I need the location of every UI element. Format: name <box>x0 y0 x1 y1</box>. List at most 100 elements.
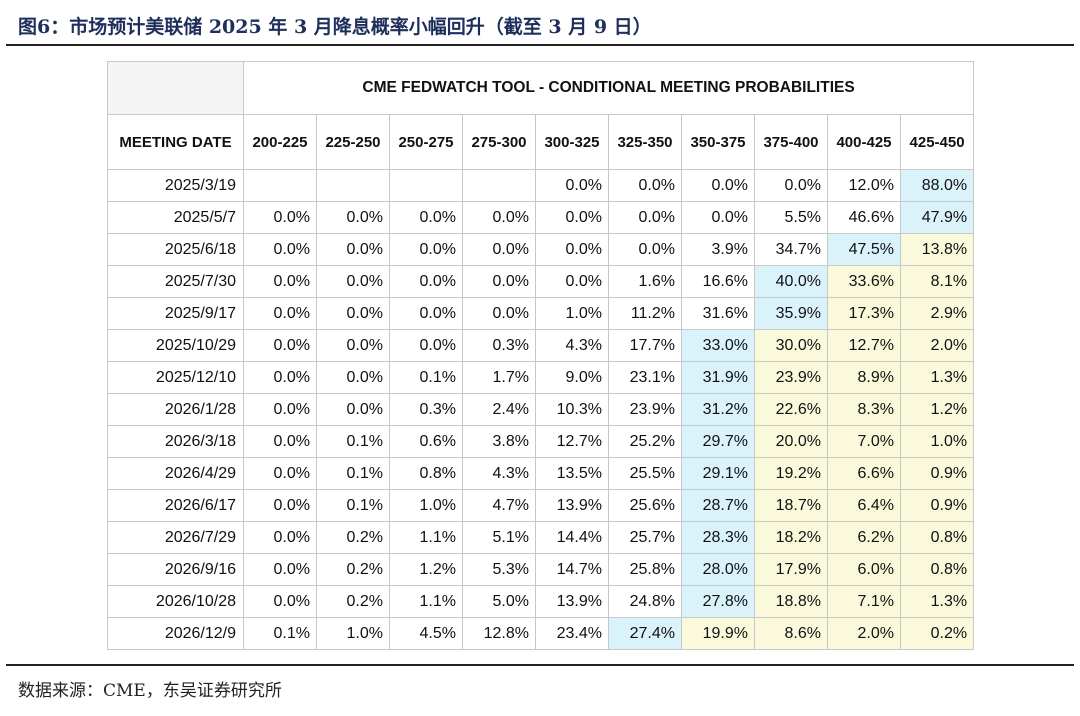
meeting-date-cell: 2025/10/29 <box>107 329 244 362</box>
probability-cell: 17.9% <box>754 553 828 586</box>
probability-cell: 0.0% <box>681 169 755 202</box>
probability-cell: 0.0% <box>462 201 536 234</box>
probability-cell: 0.0% <box>243 489 317 522</box>
probability-cell: 13.5% <box>535 457 609 490</box>
probability-cell: 0.9% <box>899 457 975 490</box>
probability-cell: 0.8% <box>389 457 463 490</box>
probability-cell: 33.0% <box>681 329 755 362</box>
probability-cell: 0.0% <box>389 201 463 234</box>
probability-cell: 0.0% <box>243 329 317 362</box>
rate-bin-header: 200-225 <box>243 114 317 170</box>
probability-cell: 4.5% <box>389 617 463 650</box>
probability-cell: 25.2% <box>608 425 682 458</box>
probability-cell: 1.2% <box>899 393 975 426</box>
probability-cell: 12.8% <box>462 617 536 650</box>
probability-cell: 0.1% <box>389 361 463 394</box>
probability-cell: 47.5% <box>827 233 901 266</box>
probability-cell: 8.1% <box>899 265 975 298</box>
probability-cell: 6.0% <box>827 553 901 586</box>
meeting-date-cell: 2026/6/17 <box>107 489 244 522</box>
probability-table: CME FEDWATCH TOOL - CONDITIONAL MEETING … <box>107 61 975 650</box>
probability-cell: 3.9% <box>681 233 755 266</box>
probability-cell: 5.3% <box>462 553 536 586</box>
table-body: 2025/3/19 0.0% 0.0% 0.0% 0.0% 12.0% 88.0% 2025/… <box>107 169 975 650</box>
probability-cell: 31.2% <box>681 393 755 426</box>
table-row: 2025/3/19 0.0% 0.0% 0.0% 0.0% 12.0% 88.0% <box>107 169 975 202</box>
probability-cell: 1.1% <box>389 521 463 554</box>
probability-cell: 0.0% <box>316 201 390 234</box>
probability-cell: 0.0% <box>535 233 609 266</box>
probability-cell: 0.2% <box>316 553 390 586</box>
rate-bin-header: 275-300 <box>462 114 536 170</box>
probability-cell: 28.0% <box>681 553 755 586</box>
probability-cell: 5.0% <box>462 585 536 618</box>
probability-cell: 8.6% <box>754 617 828 650</box>
probability-cell: 23.9% <box>754 361 828 394</box>
probability-cell: 3.8% <box>462 425 536 458</box>
probability-cell: 16.6% <box>681 265 755 298</box>
probability-cell: 0.3% <box>462 329 536 362</box>
probability-cell: 27.8% <box>681 585 755 618</box>
rate-bin-header: 225-250 <box>316 114 390 170</box>
probability-cell: 0.0% <box>243 233 317 266</box>
probability-cell: 13.9% <box>535 489 609 522</box>
probability-cell: 0.0% <box>316 233 390 266</box>
tool-title: CME FEDWATCH TOOL - CONDITIONAL MEETING … <box>242 61 975 115</box>
probability-cell: 0.2% <box>899 617 975 650</box>
rate-bin-header: 300-325 <box>535 114 609 170</box>
probability-cell: 4.3% <box>462 457 536 490</box>
probability-cell: 1.0% <box>316 617 390 650</box>
probability-cell: 18.2% <box>754 521 828 554</box>
tool-title-row: CME FEDWATCH TOOL - CONDITIONAL MEETING … <box>107 61 975 115</box>
table-row: 2026/9/16 0.0% 0.2% 1.2% 5.3% 14.7% 25.8% 28.0%… <box>107 553 975 586</box>
probability-cell: 46.6% <box>827 201 901 234</box>
probability-cell: 2.4% <box>462 393 536 426</box>
probability-cell: 1.7% <box>462 361 536 394</box>
probability-cell: 0.0% <box>754 169 828 202</box>
probability-cell: 11.2% <box>608 297 682 330</box>
meeting-date-cell: 2026/10/28 <box>107 585 244 618</box>
probability-cell: 0.3% <box>389 393 463 426</box>
probability-cell <box>389 169 463 202</box>
probability-cell: 24.8% <box>608 585 682 618</box>
probability-cell: 13.9% <box>535 585 609 618</box>
probability-cell: 0.0% <box>389 297 463 330</box>
probability-cell: 2.0% <box>899 329 975 362</box>
table-row: 2025/5/7 0.0% 0.0% 0.0% 0.0% 0.0% 0.0% 0.0% 5.5%… <box>107 201 975 234</box>
meeting-date-cell: 2026/3/18 <box>107 425 244 458</box>
probability-cell: 0.2% <box>316 585 390 618</box>
probability-cell: 0.0% <box>243 425 317 458</box>
probability-cell: 0.8% <box>899 521 975 554</box>
probability-cell: 18.8% <box>754 585 828 618</box>
probability-cell: 25.5% <box>608 457 682 490</box>
probability-cell: 1.0% <box>389 489 463 522</box>
table-row: 2026/7/29 0.0% 0.2% 1.1% 5.1% 14.4% 25.7% 28.3%… <box>107 521 975 554</box>
probability-cell: 0.0% <box>389 233 463 266</box>
probability-cell <box>243 169 317 202</box>
meeting-date-cell: 2025/6/18 <box>107 233 244 266</box>
probability-cell: 0.0% <box>535 169 609 202</box>
probability-cell: 0.0% <box>316 393 390 426</box>
probability-cell: 19.2% <box>754 457 828 490</box>
probability-cell: 13.8% <box>899 233 975 266</box>
probability-cell: 0.0% <box>316 297 390 330</box>
probability-cell: 1.2% <box>389 553 463 586</box>
bottom-rule <box>6 664 1074 666</box>
probability-cell: 10.3% <box>535 393 609 426</box>
probability-cell: 0.0% <box>243 457 317 490</box>
probability-cell: 8.9% <box>827 361 901 394</box>
probability-cell: 12.7% <box>827 329 901 362</box>
probability-cell: 14.7% <box>535 553 609 586</box>
probability-cell: 1.3% <box>899 585 975 618</box>
table-row: 2025/12/10 0.0% 0.0% 0.1% 1.7% 9.0% 23.1% 31.9%… <box>107 361 975 394</box>
probability-cell: 25.8% <box>608 553 682 586</box>
probability-cell: 88.0% <box>899 169 975 202</box>
top-rule <box>6 44 1074 46</box>
probability-cell: 2.0% <box>827 617 901 650</box>
probability-cell: 0.0% <box>681 201 755 234</box>
probability-cell: 23.9% <box>608 393 682 426</box>
probability-cell: 47.9% <box>899 201 975 234</box>
table-row: 2026/4/29 0.0% 0.1% 0.8% 4.3% 13.5% 25.5% 29.1%… <box>107 457 975 490</box>
probability-cell: 33.6% <box>827 265 901 298</box>
probability-cell: 0.0% <box>389 265 463 298</box>
